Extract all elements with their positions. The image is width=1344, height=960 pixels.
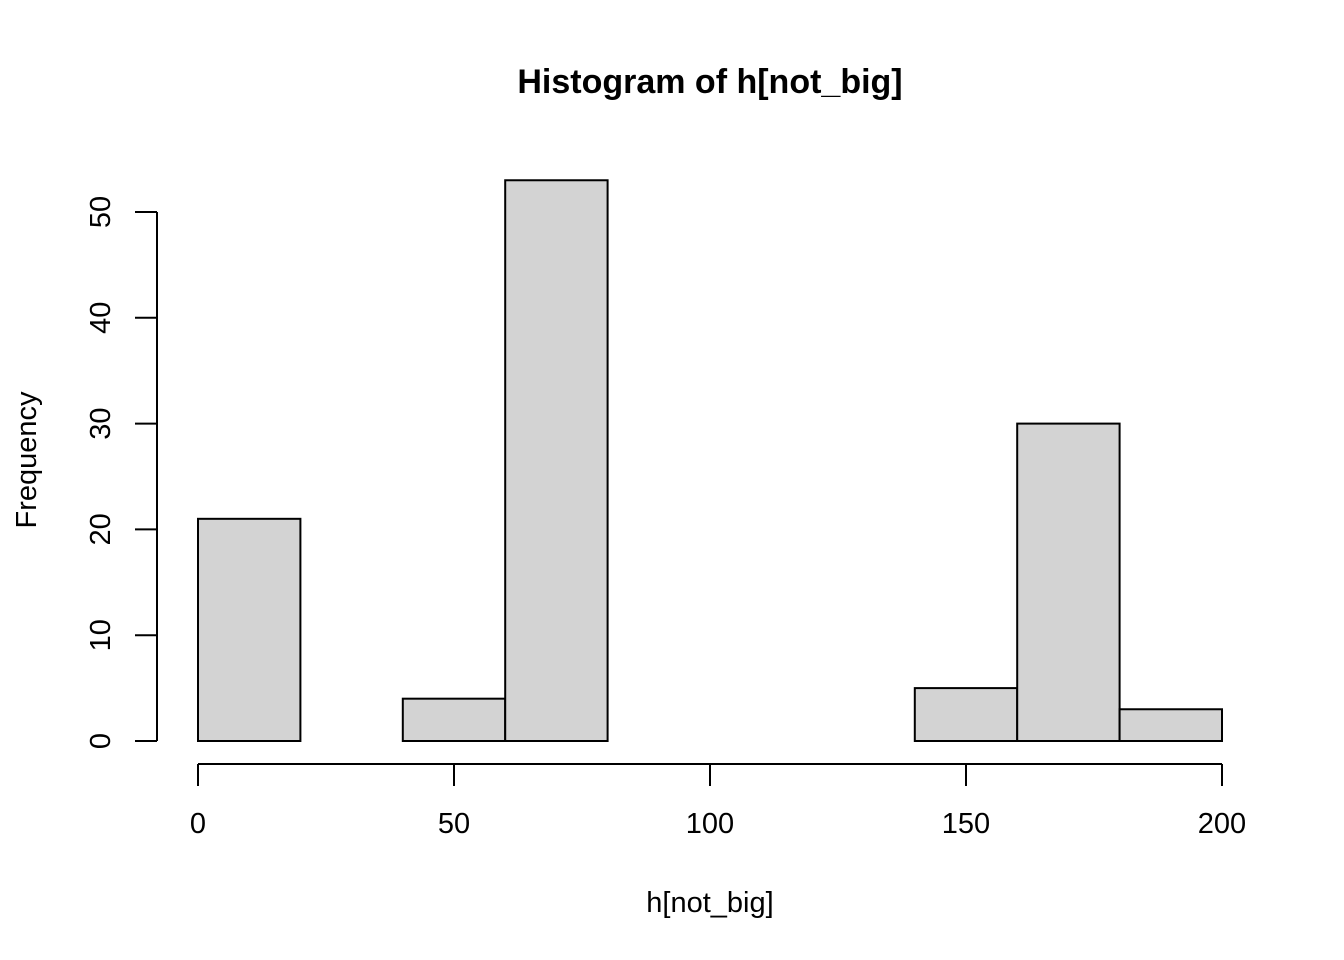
histogram-bar (197, 517, 302, 742)
x-tick-label: 150 (942, 808, 990, 840)
histogram-bar (504, 179, 609, 742)
y-tick-label: 30 (85, 407, 117, 439)
y-tick-label: 50 (85, 196, 117, 228)
y-tick-label: 40 (85, 302, 117, 334)
x-tick-label: 50 (438, 808, 470, 840)
y-tick-label: 0 (85, 733, 117, 749)
x-ticks-group: 0 50 100 150 200 (190, 764, 1246, 840)
histogram-bar (401, 697, 507, 742)
y-ticks-group: 0 10 20 30 40 50 (85, 196, 157, 749)
bars-group (197, 179, 1223, 743)
y-tick-label: 20 (85, 513, 117, 545)
histogram-bar (1118, 708, 1223, 743)
histogram-bar (913, 687, 1019, 742)
x-tick-label: 200 (1198, 808, 1246, 840)
y-tick-label: 10 (85, 619, 117, 651)
histogram-bar (1016, 422, 1121, 742)
x-tick-label: 100 (686, 808, 734, 840)
x-axis-label: h[not_big] (646, 887, 773, 919)
x-tick-label: 0 (190, 808, 206, 840)
chart-title: Histogram of h[not_big] (517, 63, 902, 101)
y-axis-label: Frequency (11, 391, 43, 529)
